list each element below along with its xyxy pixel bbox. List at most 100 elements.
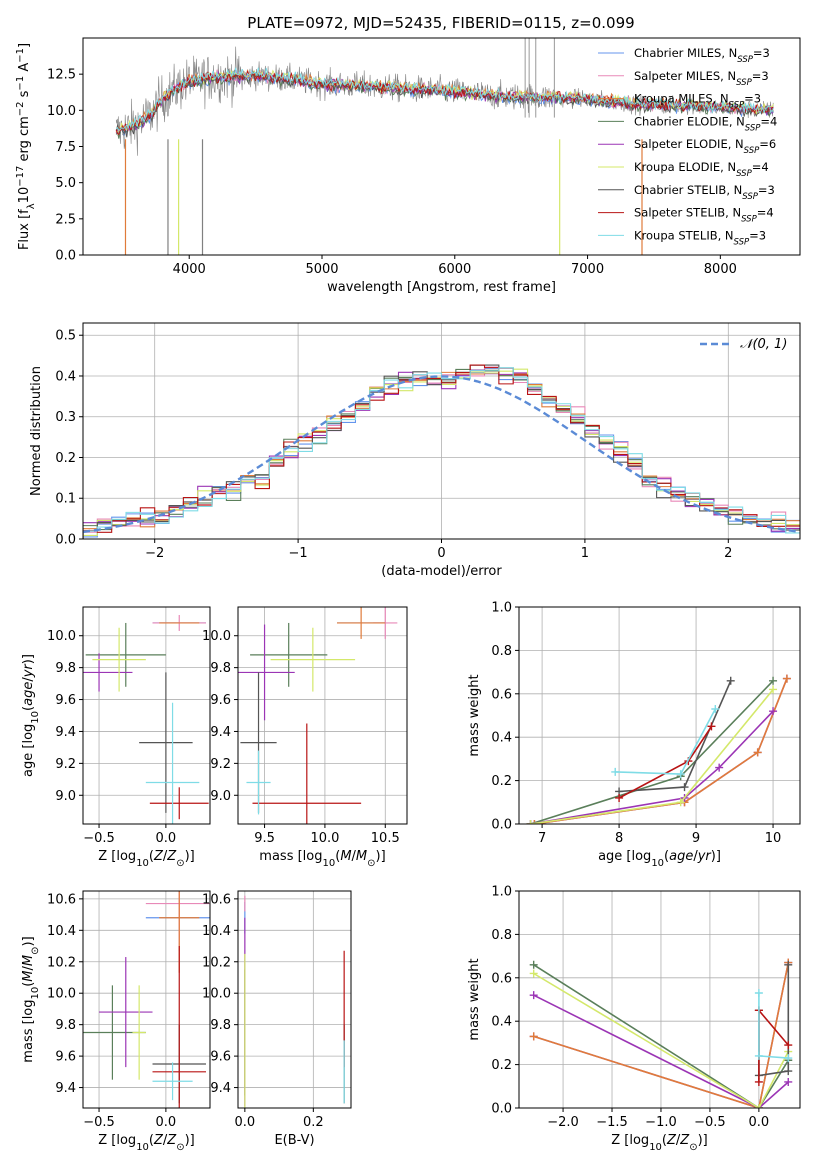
y-tick-label: 9.6	[55, 1050, 76, 1065]
y-tick-label: 0.6	[491, 971, 512, 986]
y-tick-label: 0.2	[491, 774, 512, 789]
mass-weight-marker	[611, 767, 620, 776]
x-tick-label: 10.5	[371, 831, 400, 846]
y-tick-label: 1.0	[491, 601, 512, 616]
plot-area-weight_vs_age	[519, 607, 800, 824]
axes-frame	[82, 322, 801, 540]
x-tick-label: 2	[724, 546, 732, 561]
x-tick-label: −2	[145, 546, 164, 561]
axes-mass_vs_Z: −0.5 0.0 9.4 9.6 9.8 10.0 10.2 10.4 10.6 Z [log10…	[21, 890, 211, 1153]
mass-weight-marker	[784, 960, 793, 969]
y-tick-label: 7.5	[55, 140, 76, 155]
y-tick-label: 9.8	[55, 661, 76, 676]
legend-entry: Chabrier ELODIE, NSSP=4	[634, 114, 777, 133]
y-tick-label: 9.4	[210, 1081, 231, 1096]
plot-area-mass_vs_EBV	[238, 891, 351, 1108]
mass-weight-marker	[754, 988, 763, 997]
y-tick-label: 0.0	[55, 533, 76, 548]
x-tick-label: 5000	[305, 262, 338, 277]
mass-weight-marker	[784, 1077, 793, 1086]
axes-age_vs_mass: 9.5 10.0 10.5 9.0 9.2 9.4 9.6 9.8 10.0 mass [log1…	[202, 606, 408, 869]
legend-entry: Chabrier STELIB, NSSP=3	[634, 183, 775, 202]
legend-entry: Salpeter MILES, NSSP=3	[634, 69, 769, 88]
model-spectrum-line	[115, 67, 774, 131]
x-tick-label: 10	[765, 831, 782, 846]
y-tick-label: 10.2	[202, 955, 231, 970]
legend-entry: Salpeter ELODIE, NSSP=6	[634, 137, 776, 156]
legend-entry: 𝒩(0, 1)	[740, 337, 787, 352]
x-tick-label: 7	[538, 831, 546, 846]
x-axis-label: mass [log10(M/M⊙)]	[259, 849, 385, 869]
mass-weight-line	[530, 680, 774, 824]
x-tick-label: −2.0	[547, 1115, 579, 1130]
mass-weight-marker	[784, 1041, 793, 1050]
axes-frame	[518, 890, 801, 1109]
y-tick-label: 2.5	[55, 212, 76, 227]
x-axis-label: (data-model)/error	[381, 564, 502, 579]
axes-frame	[82, 890, 211, 1109]
mass-weight-marker	[769, 685, 778, 694]
plot-area-residuals	[83, 323, 800, 539]
legend-entry: Kroupa ELODIE, NSSP=4	[634, 160, 769, 179]
axes-frame	[237, 606, 408, 825]
plot-area-mass_vs_Z	[83, 891, 210, 1108]
x-tick-label: −1	[289, 546, 308, 561]
y-tick-label: 9.6	[210, 1050, 231, 1065]
y-tick-label: 9.4	[55, 1081, 76, 1096]
x-axis-label: Z [log10(Z/Z⊙)]	[98, 849, 195, 869]
y-tick-label: 9.4	[55, 725, 76, 740]
y-tick-label: 0.4	[491, 731, 512, 746]
figure-title: PLATE=0972, MJD=52435, FIBERID=0115, z=0…	[247, 14, 634, 32]
y-tick-label: 0.5	[55, 329, 76, 344]
x-tick-label: 4000	[173, 262, 206, 277]
y-tick-label: 0.2	[55, 451, 76, 466]
y-tick-label: 0.0	[55, 249, 76, 264]
mass-weight-marker	[769, 707, 778, 716]
y-tick-label: 9.8	[55, 1018, 76, 1033]
mass-weight-marker	[784, 1054, 793, 1063]
mass-weight-line	[533, 972, 790, 1108]
y-tick-label: 0.8	[491, 644, 512, 659]
x-tick-label: −0.5	[83, 831, 115, 846]
mass-weight-marker	[529, 960, 538, 969]
axes-age_vs_Z: −0.5 0.0 9.0 9.2 9.4 9.6 9.8 10.0 Z [log10(Z/Z⊙)…	[21, 606, 211, 869]
mass-weight-marker	[754, 1104, 763, 1108]
x-tick-label: 9.5	[254, 831, 275, 846]
y-tick-label: 5.0	[55, 176, 76, 191]
mass-weight-marker	[784, 1067, 793, 1076]
y-tick-label: 10.0	[202, 987, 231, 1002]
y-tick-label: 10.2	[47, 955, 76, 970]
y-tick-label: 1.0	[491, 885, 512, 900]
axes-weight_vs_Z: −2.0 −1.5 −1.0 −0.5 0.0 0.0 0.2 0.4 0.6 0.8 1.0 Z […	[467, 885, 801, 1153]
mass-weight-marker	[529, 991, 538, 1000]
y-tick-label: 9.6	[210, 693, 231, 708]
mass-weight-line	[533, 964, 789, 1108]
mass-weight-line	[530, 710, 774, 824]
mass-weight-marker	[782, 674, 791, 683]
y-axis-label: mass [log10(M/M⊙)]	[21, 936, 41, 1062]
axes-frame	[518, 606, 801, 825]
y-axis-label: Flux [fλ10−17 erg cm−2 s−1 A−1]	[15, 43, 37, 250]
y-tick-label: 0.1	[55, 492, 76, 507]
y-axis-label: Normed distribution	[29, 366, 44, 496]
plot-area-weight_vs_Z	[519, 891, 800, 1108]
y-tick-label: 0.3	[55, 410, 76, 425]
x-axis-label: Z [log10(Z/Z⊙)]	[611, 1133, 708, 1153]
y-tick-label: 0.8	[491, 928, 512, 943]
y-tick-label: 10.0	[202, 629, 231, 644]
mass-weight-marker	[726, 676, 735, 685]
x-tick-label: 0.0	[156, 831, 177, 846]
axes-frame	[82, 37, 801, 256]
x-tick-label: 6000	[438, 262, 471, 277]
y-tick-label: 10.6	[202, 892, 231, 907]
x-tick-label: 8000	[704, 262, 737, 277]
y-tick-label: 10.4	[47, 924, 76, 939]
y-tick-label: 9.2	[55, 757, 76, 772]
y-tick-label: 9.0	[210, 789, 231, 804]
y-axis-label: age [log10(age/yr)]	[21, 654, 41, 777]
x-tick-label: 0	[437, 546, 445, 561]
y-tick-label: 9.8	[210, 661, 231, 676]
legend: Chabrier MILES, NSSP=3 Salpeter MILES, NS…	[598, 46, 777, 247]
mass-weight-marker	[529, 1032, 538, 1041]
